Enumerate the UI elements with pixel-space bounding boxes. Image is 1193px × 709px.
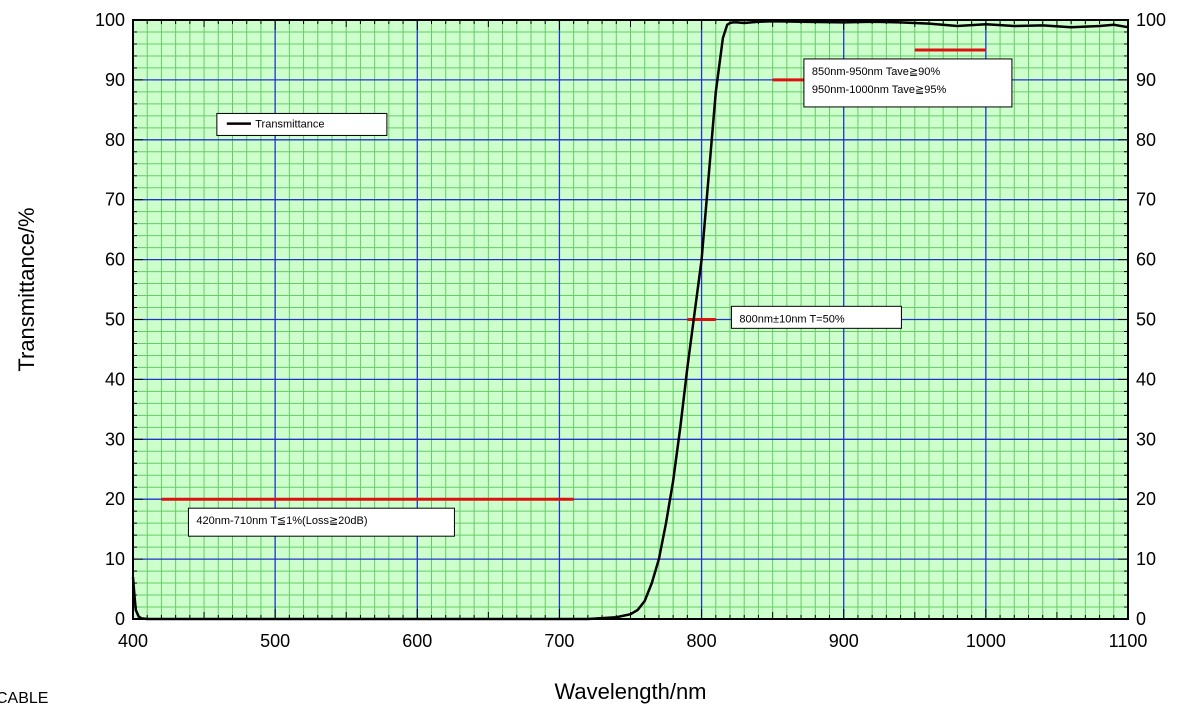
y-tick-label-left: 80 <box>105 130 125 150</box>
y-tick-label-right: 50 <box>1136 310 1156 330</box>
annotation-text: 800nm±10nm T=50% <box>739 313 844 325</box>
annotation-frame <box>187 507 455 537</box>
x-tick-label: 700 <box>544 631 574 651</box>
y-tick-labels-left: 0 10 20 30 40 50 60 70 80 90 100 <box>95 10 125 629</box>
x-tick-label: 1100 <box>1109 631 1148 651</box>
y-tick-label-left: 20 <box>105 489 125 509</box>
annotation-frame <box>730 305 902 329</box>
x-tick-label: 600 <box>402 631 432 651</box>
annotation-box: 800nm±10nm T=50% <box>730 305 902 329</box>
y-tick-label-right: 60 <box>1136 250 1156 270</box>
axis-tick-marks <box>132 19 1129 620</box>
y-tick-label-right: 90 <box>1136 70 1156 90</box>
y-tick-label-right: 100 <box>1136 10 1166 30</box>
annotation-text: 950nm-1000nm Tave≧95% <box>812 84 947 96</box>
legend: Transmittance <box>216 112 388 136</box>
y-tick-label-left: 40 <box>105 369 125 389</box>
annotation-frame <box>803 58 1013 108</box>
x-tick-label: 900 <box>829 631 859 651</box>
y-tick-label-right: 80 <box>1136 130 1156 150</box>
annotation-box: 850nm-950nm Tave≧90% 950nm-1000nm Tave≧95… <box>803 58 1013 108</box>
y-tick-label-right: 40 <box>1136 369 1156 389</box>
annotation-text: 420nm-710nm T≦1%(Loss≧20dB) <box>196 515 367 527</box>
y-tick-label-right: 30 <box>1136 429 1156 449</box>
annotation-text: 850nm-950nm Tave≧90% <box>812 66 940 78</box>
y-tick-label-left: 100 <box>95 10 125 30</box>
x-axis-title: Wavelength/nm <box>554 679 706 704</box>
y-tick-label-right: 10 <box>1136 549 1156 569</box>
x-tick-label: 500 <box>260 631 290 651</box>
y-tick-label-right: 20 <box>1136 489 1156 509</box>
y-tick-label-left: 0 <box>115 609 125 629</box>
x-tick-label: 400 <box>118 631 148 651</box>
y-tick-labels-right: 0 10 20 30 40 50 60 70 80 90 100 <box>1136 10 1166 629</box>
x-tick-label: 1000 <box>966 631 1006 651</box>
y-tick-label-left: 10 <box>105 549 125 569</box>
y-axis-title: Transmittance/% <box>14 207 39 371</box>
y-tick-label-right: 70 <box>1136 190 1156 210</box>
legend-label-transmittance: Transmittance <box>255 119 324 131</box>
y-tick-label-right: 0 <box>1136 609 1146 629</box>
annotations: 420nm-710nm T≦1%(Loss≧20dB) 800nm±10nm T=… <box>187 58 1013 537</box>
y-tick-label-left: 90 <box>105 70 125 90</box>
y-tick-label-left: 70 <box>105 190 125 210</box>
legend-box <box>216 112 388 136</box>
x-tick-label: 800 <box>687 631 717 651</box>
x-tick-labels: 400 500 600 700 800 900 1000 1100 <box>118 631 1147 651</box>
cropped-caption-text: CABLE <box>0 690 49 707</box>
y-tick-label-left: 50 <box>105 310 125 330</box>
y-tick-label-left: 60 <box>105 250 125 270</box>
y-tick-label-left: 30 <box>105 429 125 449</box>
annotation-box: 420nm-710nm T≦1%(Loss≧20dB) <box>187 507 455 537</box>
